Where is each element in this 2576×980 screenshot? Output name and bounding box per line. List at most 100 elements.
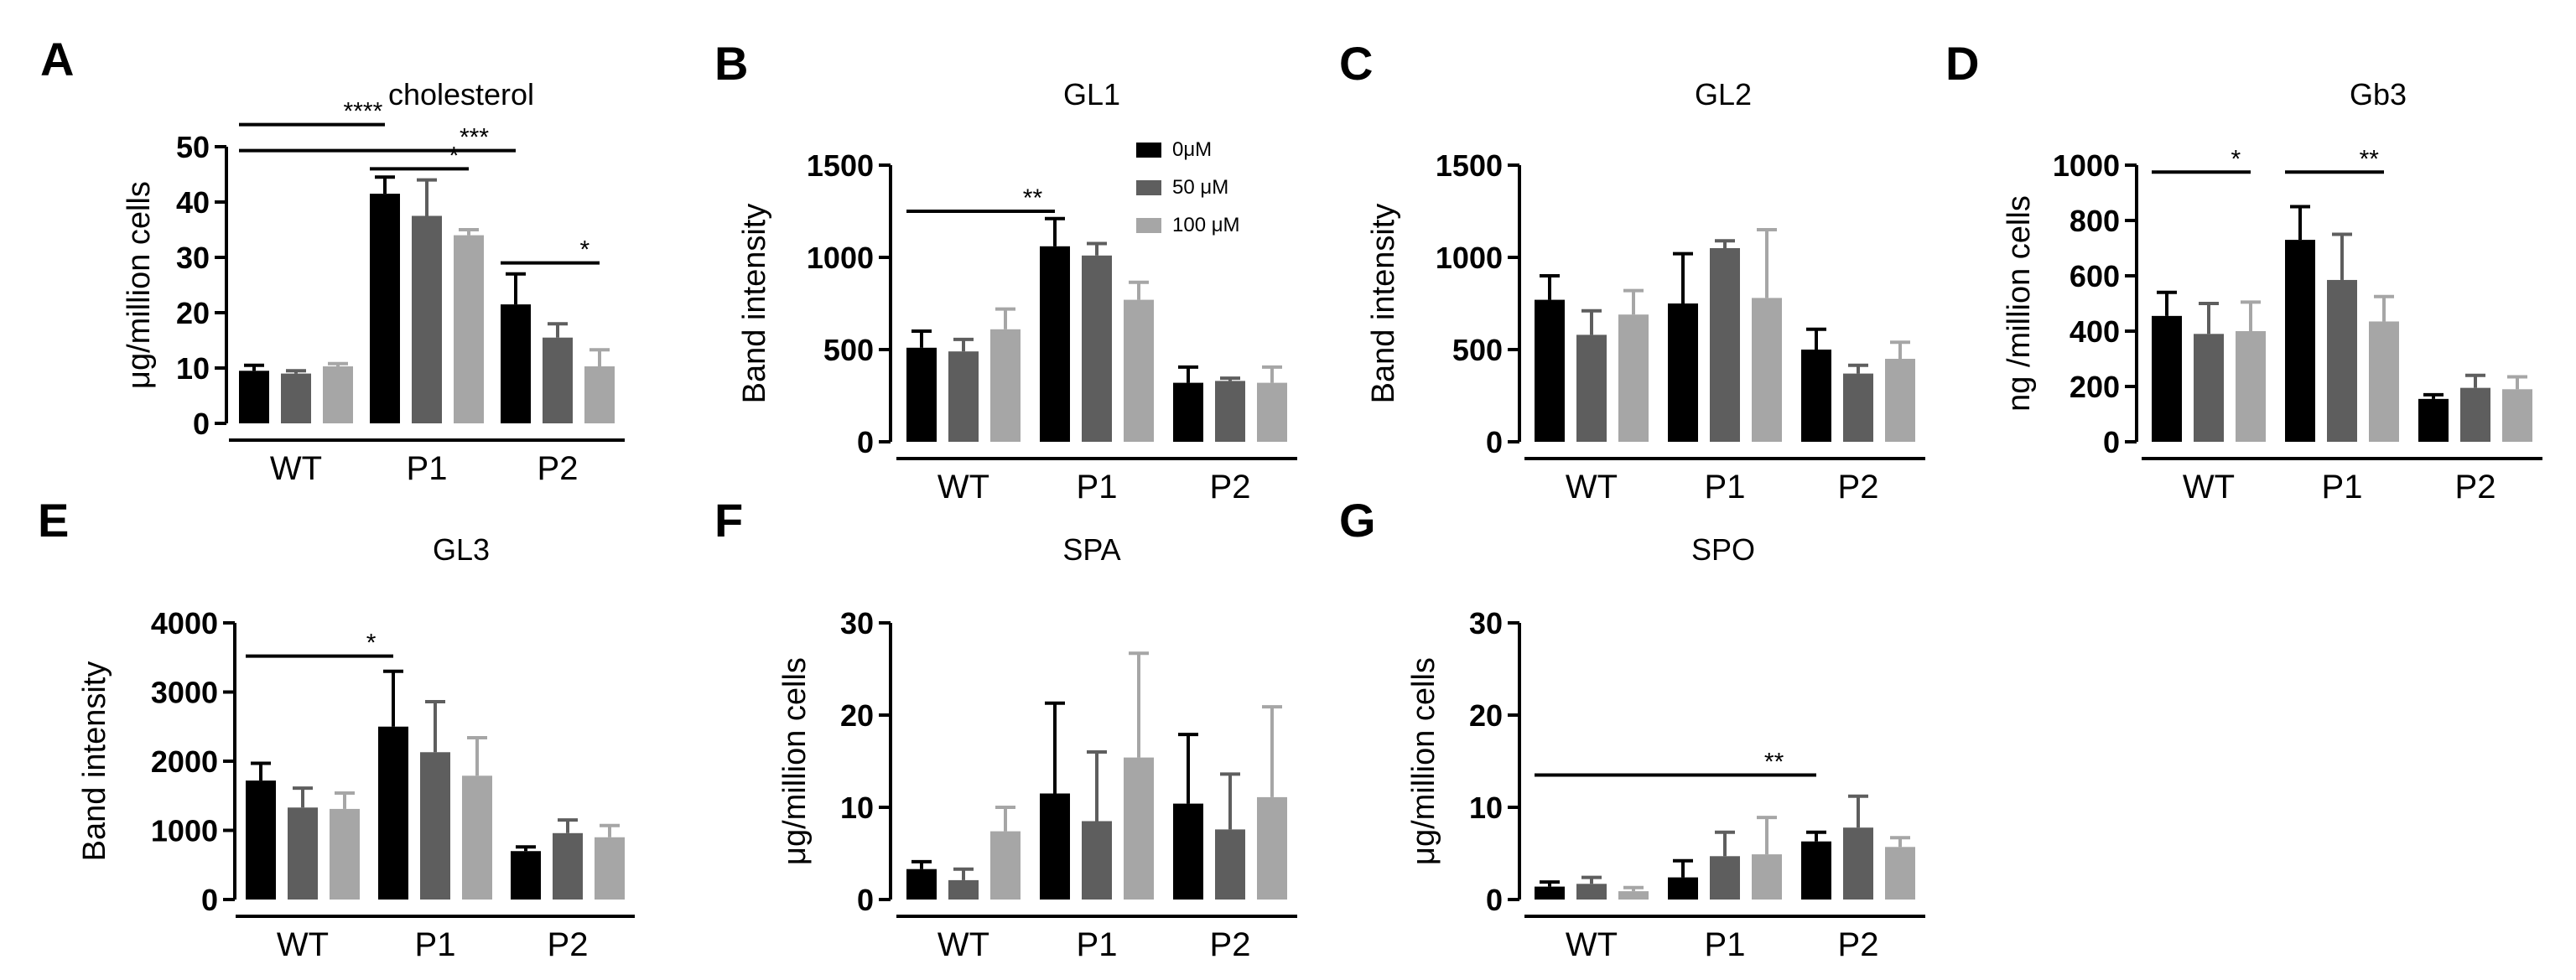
bar xyxy=(906,869,937,900)
category-label: P1 xyxy=(1705,926,1746,963)
bar xyxy=(1535,886,1565,900)
bar xyxy=(1752,854,1782,900)
bar xyxy=(1535,299,1565,442)
panel-letter: B xyxy=(714,37,748,90)
significance-label: * xyxy=(449,142,459,169)
y-tick-label: 1000 xyxy=(1436,241,1503,275)
y-tick-label: 0 xyxy=(201,883,218,917)
category-label: P2 xyxy=(1838,926,1879,963)
category-label: P2 xyxy=(2455,469,2496,506)
category-label: WT xyxy=(270,450,322,487)
bar xyxy=(1040,793,1070,900)
panel-letter: A xyxy=(40,33,74,86)
bar xyxy=(501,304,531,423)
y-tick-label: 1000 xyxy=(2053,148,2120,183)
y-axis-label: Band intensity xyxy=(737,204,772,404)
y-tick-label: 10 xyxy=(176,351,210,386)
y-tick-label: 0 xyxy=(857,883,874,917)
y-tick-label: 3000 xyxy=(151,676,218,710)
bar xyxy=(2502,389,2532,442)
bar xyxy=(2369,321,2399,442)
bar xyxy=(2418,398,2449,442)
chart-title: GL2 xyxy=(1695,77,1752,111)
chart-title: Gb3 xyxy=(2350,77,2407,111)
bar xyxy=(454,235,484,423)
legend-swatch xyxy=(1136,143,1161,158)
bar xyxy=(543,337,573,423)
y-axis-label: μg/million cells xyxy=(122,181,157,389)
bar xyxy=(462,775,492,900)
y-axis-label: μg/million cells xyxy=(777,657,813,865)
y-tick-label: 200 xyxy=(2070,370,2120,404)
y-axis-label: Band intensity xyxy=(1366,204,1401,404)
bar xyxy=(1215,381,1245,442)
bar xyxy=(1885,359,1915,442)
bar xyxy=(239,371,269,423)
category-label: WT xyxy=(1566,926,1618,963)
chart-title: GL1 xyxy=(1063,77,1120,111)
y-tick-label: 0 xyxy=(857,425,874,459)
category-label: P1 xyxy=(1077,469,1118,506)
bar xyxy=(1710,248,1740,442)
panel-letter: C xyxy=(1339,37,1373,90)
category-label: WT xyxy=(277,926,329,963)
y-tick-label: 1000 xyxy=(151,814,218,848)
y-tick-label: 20 xyxy=(840,698,874,733)
category-label: P1 xyxy=(1077,926,1118,963)
bar xyxy=(1618,314,1649,442)
category-label: P1 xyxy=(2322,469,2363,506)
panel-letter: G xyxy=(1339,494,1376,547)
bar xyxy=(1801,841,1831,900)
significance-label: * xyxy=(2231,145,2241,173)
bar xyxy=(1040,246,1070,442)
bar xyxy=(1576,884,1607,900)
bar xyxy=(2152,315,2182,442)
y-tick-label: 30 xyxy=(840,606,874,640)
bar xyxy=(1843,827,1873,900)
bar xyxy=(1257,382,1287,442)
bar xyxy=(2327,279,2357,442)
y-tick-label: 30 xyxy=(176,241,210,275)
chart-title: cholesterol xyxy=(388,77,534,111)
bar xyxy=(906,347,937,442)
category-label: WT xyxy=(937,926,989,963)
bar xyxy=(1576,334,1607,442)
y-tick-label: 10 xyxy=(1469,791,1503,825)
bar xyxy=(1668,877,1698,900)
y-tick-label: 1500 xyxy=(807,148,874,183)
bar xyxy=(1801,350,1831,442)
bar xyxy=(378,726,408,900)
bar xyxy=(412,215,442,423)
y-tick-label: 500 xyxy=(823,333,874,367)
legend-label: 100 μM xyxy=(1172,214,1240,236)
legend-swatch xyxy=(1136,218,1161,233)
bar xyxy=(2460,387,2490,442)
y-axis-label: ng /million cells xyxy=(2002,195,2037,412)
bar xyxy=(288,807,318,900)
category-label: P1 xyxy=(415,926,456,963)
bar xyxy=(1082,821,1112,900)
significance-label: ** xyxy=(2360,145,2380,173)
panel-d: D Gb3 0 200 400 600 800 1000 ng /million cells WT… xyxy=(1945,37,2542,506)
y-tick-label: 10 xyxy=(840,791,874,825)
category-label: P1 xyxy=(407,450,448,487)
significance-label: * xyxy=(579,236,589,264)
bar xyxy=(281,373,311,423)
bar xyxy=(1082,255,1112,442)
y-axis-label: μg/million cells xyxy=(1406,657,1441,865)
category-label: P2 xyxy=(538,450,579,487)
category-label: WT xyxy=(937,469,989,506)
bar xyxy=(420,752,450,900)
significance-label: **** xyxy=(344,98,383,126)
legend: 0μM 50 μM 100 μM xyxy=(1136,138,1240,236)
bar xyxy=(990,831,1021,900)
y-tick-label: 4000 xyxy=(151,606,218,640)
bar xyxy=(1618,891,1649,900)
significance-label: ** xyxy=(1023,184,1043,212)
y-tick-label: 0 xyxy=(1486,425,1503,459)
bar xyxy=(2194,334,2224,442)
bar xyxy=(948,879,979,900)
panel-b: B GL1 0 500 1000 1500 Band intensity WT P1 P2 ** xyxy=(714,37,1297,506)
legend-label: 50 μM xyxy=(1172,176,1228,199)
